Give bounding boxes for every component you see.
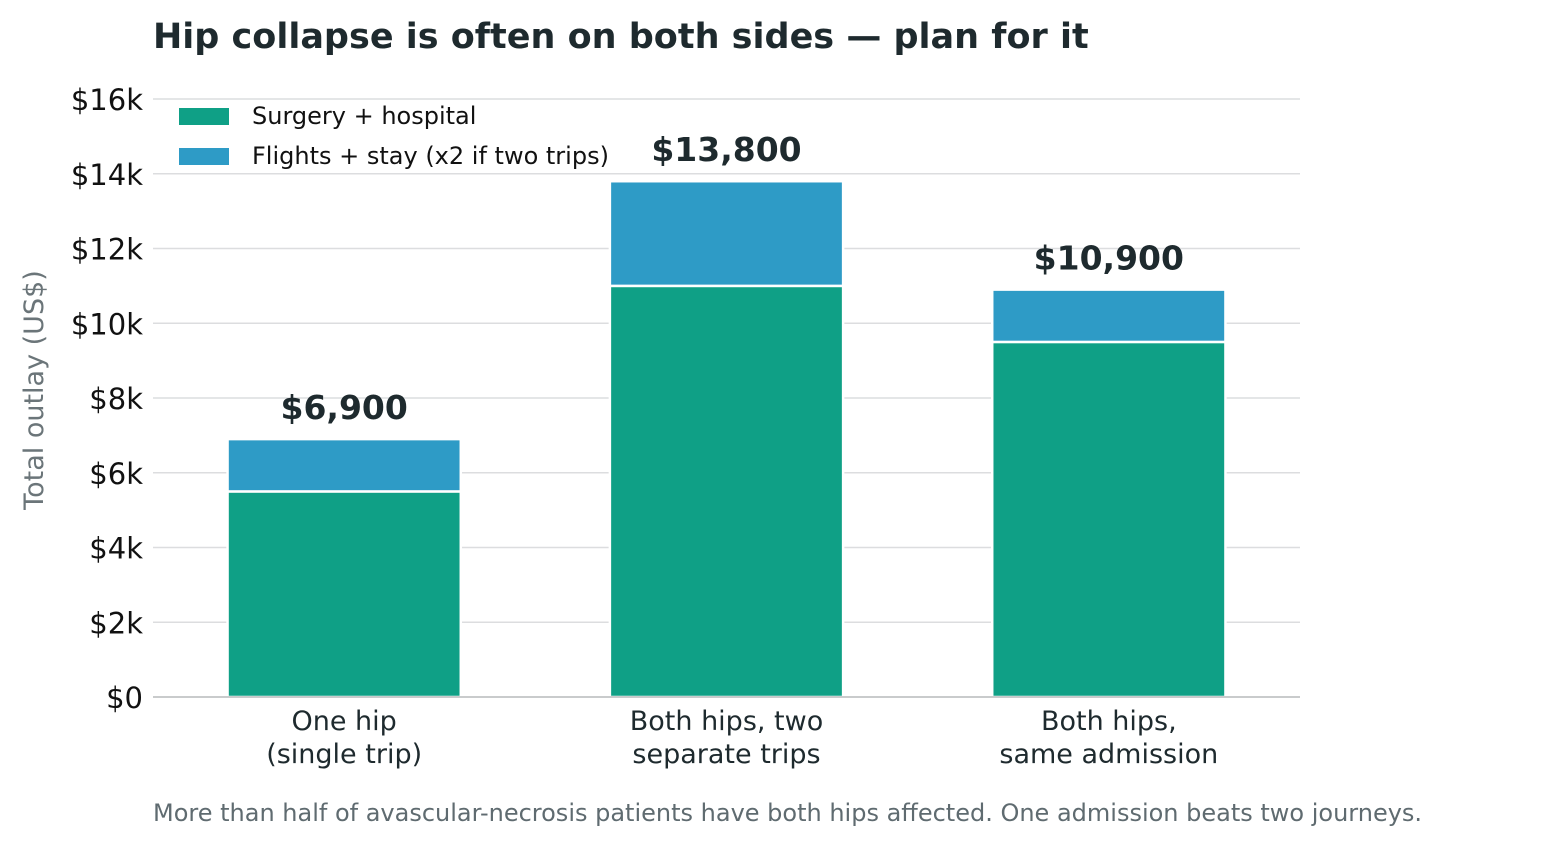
legend: Surgery + hospital Flights + stay (x2 if … xyxy=(179,102,609,170)
bar-segment-flights xyxy=(226,437,463,493)
y-tick-label: $10k xyxy=(71,307,143,341)
y-tick-label: $4k xyxy=(89,532,143,566)
footnote: More than half of avascular-necrosis pat… xyxy=(153,799,1422,827)
y-tick-label: $12k xyxy=(71,233,143,267)
bars xyxy=(226,179,1227,699)
bar-segment-surgery xyxy=(226,490,463,699)
legend-label: Surgery + hospital xyxy=(252,102,476,130)
x-tick-label: One hip xyxy=(292,706,397,737)
y-tick-label: $6k xyxy=(89,457,143,491)
bar-segment-flights xyxy=(608,179,845,288)
x-tick-label: (single trip) xyxy=(266,739,422,770)
y-axis-label: Total outlay (US$) xyxy=(19,270,50,511)
y-tick-label: $16k xyxy=(71,83,143,117)
bar-segment-flights xyxy=(990,288,1227,344)
bar-segment-surgery xyxy=(608,284,845,699)
legend-swatch xyxy=(179,148,229,165)
x-tick-label: Both hips, two xyxy=(630,706,824,737)
y-tick-labels: $0 $2k $4k $6k $8k $10k $12k $14k $16k xyxy=(71,83,143,715)
bar-segment-surgery xyxy=(990,340,1227,699)
legend-label: Flights + stay (x2 if two trips) xyxy=(252,142,609,170)
y-tick-label: $2k xyxy=(89,606,143,640)
total-labels: $6,900 $13,800 $10,900 xyxy=(280,130,1183,427)
y-tick-label: $14k xyxy=(71,158,143,192)
x-tick-label: Both hips, xyxy=(1041,706,1177,737)
total-label: $13,800 xyxy=(651,130,801,169)
legend-swatch xyxy=(179,108,229,125)
total-label: $6,900 xyxy=(280,388,407,427)
x-tick-labels: One hip(single trip) Both hips, twosepara… xyxy=(266,706,1218,770)
y-tick-label: $8k xyxy=(89,382,143,416)
total-label: $10,900 xyxy=(1034,239,1184,278)
x-tick-label: separate trips xyxy=(632,739,820,770)
x-tick-label: same admission xyxy=(999,739,1218,770)
chart-title: Hip collapse is often on both sides — pl… xyxy=(153,17,1089,57)
y-tick-label: $0 xyxy=(106,681,143,715)
